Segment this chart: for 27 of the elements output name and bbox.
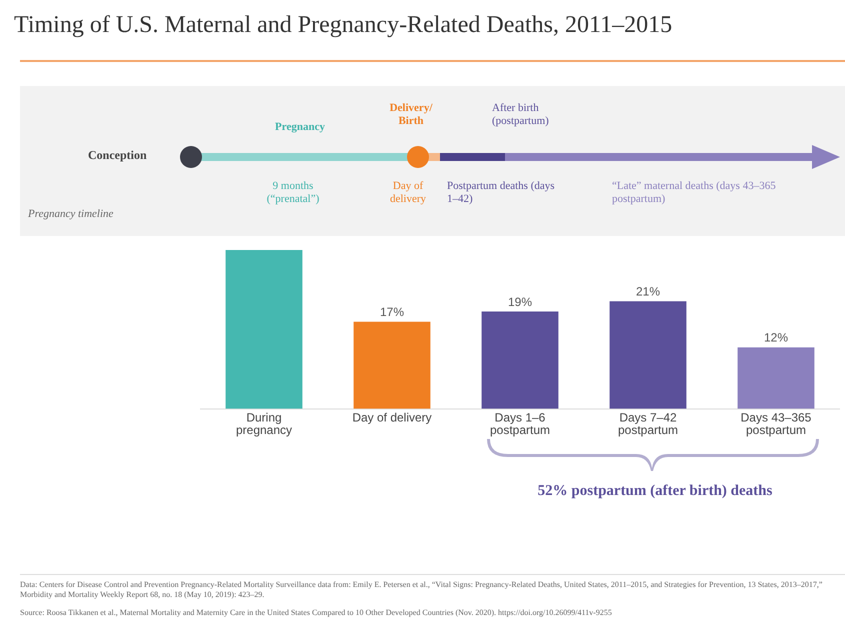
text: 52% postpartum (after birth) deaths <box>536 482 774 500</box>
text: Data: Centers for Disease Control and Prevention Pregnancy-Related Mortality Surveillance data from: Emily E. Petersen et al., “Vital Signs: Pregnancy-Related Deaths, United States, 2011–2015, and Strategies for Prevention, 13 States, 2013–2017,” Morbidity and Mortality Weekly Report 68, no. 18 (May 10, 2019): 423–29. <box>20 580 824 600</box>
text: Day of delivery <box>388 180 428 206</box>
text: Delivery/ Birth <box>388 102 434 128</box>
x-tick-label: Days 43–365 postpartum <box>740 410 812 438</box>
text: Pregnancy timeline <box>28 208 114 222</box>
data-label: 17% <box>380 305 404 320</box>
text: Conception <box>88 148 148 162</box>
text: After birth (postpartum) <box>492 102 550 128</box>
x-tick-label: Day of delivery <box>352 410 432 424</box>
data-label: 21% <box>636 284 660 299</box>
data-label: 19% <box>508 294 532 309</box>
text: “Late” maternal deaths (days 43–365 postpartum) <box>612 180 777 206</box>
source-note: Source: Roosa Tikkanen et al., Maternal Mortality and Maternity Care in the United States Compared to 10 Other Developed Countries (Nov. 2020). https://doi.org/10.26099/411v-9255 <box>20 608 613 618</box>
bar <box>738 347 814 409</box>
x-tick-label: During pregnancy <box>236 410 292 438</box>
text: 9 months (“prenatal”) <box>266 180 320 206</box>
text: Postpartum deaths (days 1–42) <box>447 180 556 206</box>
bar <box>482 311 558 409</box>
x-tick-label: Days 1–6 postpartum <box>490 410 550 438</box>
bar <box>354 322 430 409</box>
text: Pregnancy <box>274 121 326 134</box>
bar <box>226 250 302 409</box>
chart-title: Timing of U.S. Maternal and Pregnancy-Related Deaths, 2011–2015 <box>14 12 672 39</box>
x-tick-label: Days 7–42 postpartum <box>618 410 678 438</box>
data-label: 12% <box>764 330 788 345</box>
bar <box>610 301 686 409</box>
